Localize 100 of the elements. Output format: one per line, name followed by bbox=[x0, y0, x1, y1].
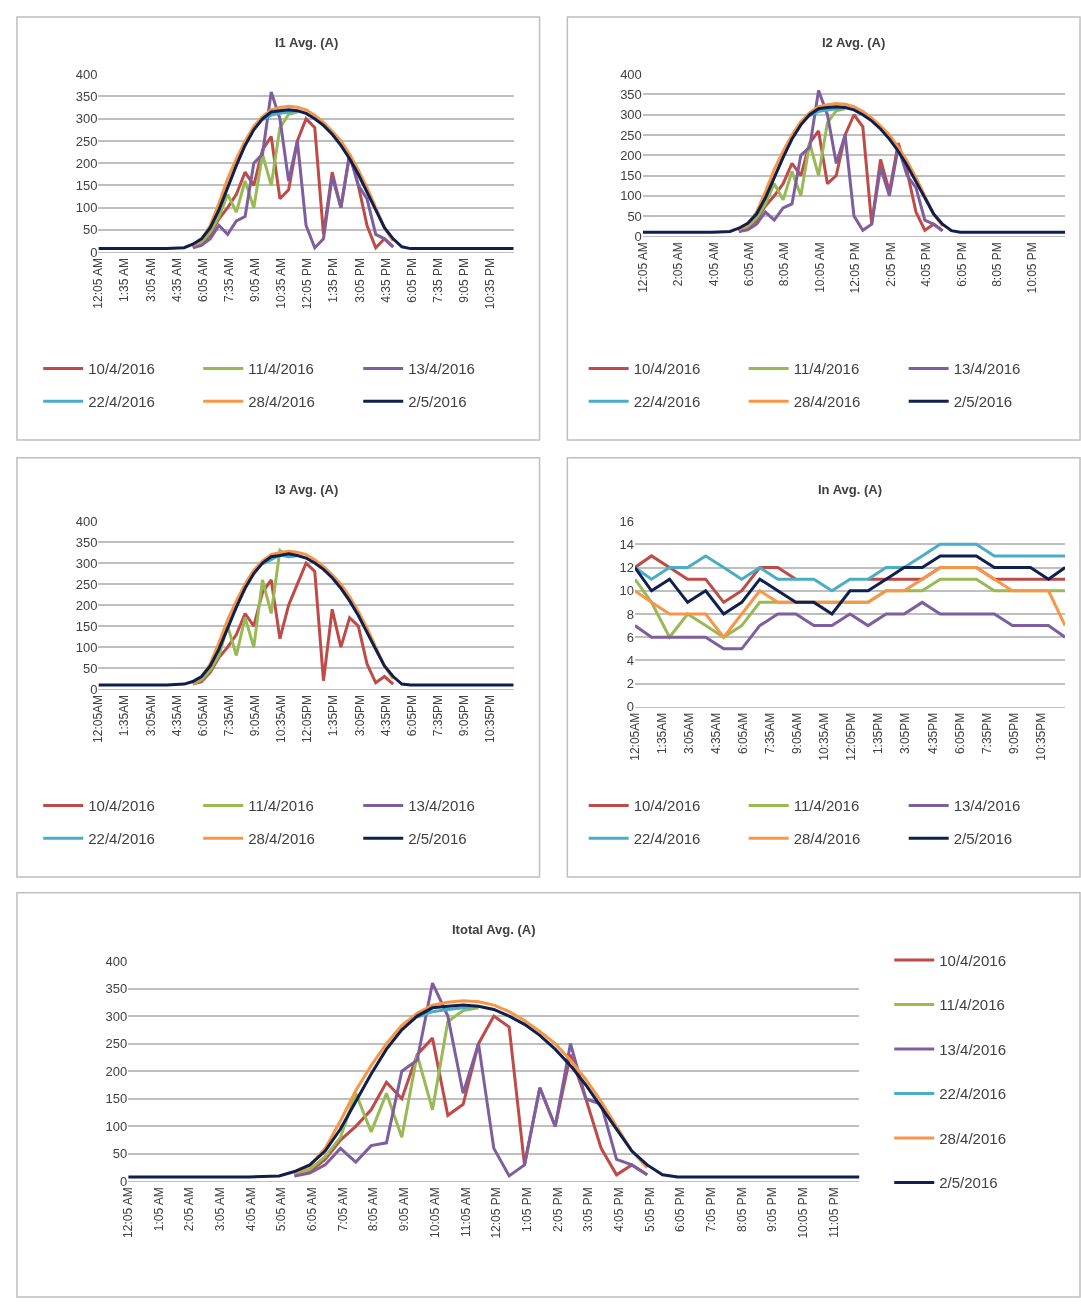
chart-title: Itotal Avg. (A) bbox=[452, 922, 536, 937]
chart-title: I2 Avg. (A) bbox=[822, 35, 886, 50]
y-tick-label: 400 bbox=[75, 513, 98, 529]
x-tick-label: 9:05PM bbox=[1006, 712, 1021, 755]
y-tick-label: 300 bbox=[620, 107, 642, 123]
legend-label: 22/4/2016 bbox=[88, 393, 155, 411]
x-tick-label: 1:35 PM bbox=[326, 257, 341, 303]
x-tick-label: 4:05 AM bbox=[706, 242, 721, 287]
x-tick-label: 9:05AM bbox=[248, 694, 263, 737]
y-tick-label: 250 bbox=[75, 133, 98, 149]
x-tick-label: 1:35 AM bbox=[117, 257, 132, 302]
y-tick-label: 0 bbox=[119, 1173, 128, 1189]
x-tick-label: 10:05 PM bbox=[795, 1187, 810, 1239]
x-tick-label: 9:05 PM bbox=[765, 1187, 780, 1232]
line-series bbox=[634, 542, 1066, 593]
x-tick-label: 7:05 PM bbox=[703, 1187, 718, 1232]
x-tick-label: 9:05AM bbox=[790, 712, 805, 755]
legend-label: 28/4/2016 bbox=[248, 393, 315, 411]
x-tick-label: 4:05 PM bbox=[919, 242, 934, 287]
x-tick-label: 7:35 AM bbox=[221, 257, 236, 302]
chart-title: I1 Avg. (A) bbox=[275, 35, 339, 50]
legend-label: 22/4/2016 bbox=[939, 1085, 1006, 1103]
x-tick-label: 9:05 AM bbox=[248, 257, 263, 302]
y-tick-label: 200 bbox=[75, 597, 98, 613]
legend-label: 28/4/2016 bbox=[248, 829, 315, 847]
x-tick-label: 7:05 AM bbox=[335, 1187, 350, 1232]
x-tick-label: 12:05PM bbox=[300, 694, 315, 743]
legend-label: 13/4/2016 bbox=[939, 1040, 1006, 1058]
legend-label: 13/4/2016 bbox=[953, 797, 1021, 815]
x-tick-label: 7:35AM bbox=[763, 712, 778, 755]
y-tick-label: 4 bbox=[626, 653, 634, 668]
x-tick-label: 10:35PM bbox=[483, 694, 498, 743]
legend-label: 10/4/2016 bbox=[633, 797, 701, 815]
y-tick-label: 150 bbox=[105, 1091, 128, 1107]
x-tick-label: 4:05 PM bbox=[611, 1187, 626, 1232]
x-tick-label: 3:05 PM bbox=[581, 1187, 596, 1232]
legend-label: 2/5/2016 bbox=[953, 829, 1013, 847]
legend-label: 28/4/2016 bbox=[793, 393, 861, 411]
legend-label: 11/4/2016 bbox=[248, 797, 314, 815]
x-tick-label: 6:05AM bbox=[195, 694, 210, 737]
line-series bbox=[634, 554, 1066, 616]
chart-title: I3 Avg. (A) bbox=[275, 482, 339, 497]
y-tick-label: 100 bbox=[105, 1118, 128, 1134]
y-tick-label: 50 bbox=[82, 660, 98, 676]
legend-label: 13/4/2016 bbox=[953, 360, 1021, 378]
y-tick-label: 16 bbox=[619, 513, 634, 529]
x-tick-label: 1:05 AM bbox=[151, 1187, 166, 1232]
y-tick-label: 50 bbox=[82, 222, 98, 238]
y-tick-label: 150 bbox=[75, 618, 98, 634]
x-tick-label: 6:05AM bbox=[736, 712, 751, 755]
x-tick-label: 2:05 AM bbox=[671, 242, 686, 287]
legend-label: 28/4/2016 bbox=[939, 1129, 1006, 1147]
y-tick-label: 350 bbox=[105, 981, 128, 997]
x-tick-label: 1:35PM bbox=[871, 712, 886, 755]
x-tick-label: 4:35AM bbox=[169, 694, 184, 737]
y-tick-label: 300 bbox=[75, 555, 98, 571]
x-tick-label: 6:05PM bbox=[952, 712, 967, 755]
x-tick-label: 10:35PM bbox=[1033, 712, 1048, 761]
line-series bbox=[98, 552, 514, 687]
legend-label: 10/4/2016 bbox=[88, 360, 155, 378]
line-series bbox=[634, 566, 1066, 639]
x-tick-label: 8:05 AM bbox=[777, 242, 792, 287]
x-tick-label: 3:05AM bbox=[143, 694, 158, 737]
x-tick-label: 1:35AM bbox=[117, 694, 132, 737]
x-tick-label: 7:35PM bbox=[979, 712, 994, 755]
y-tick-label: 350 bbox=[620, 87, 642, 103]
x-tick-label: 4:35 PM bbox=[378, 257, 393, 303]
legend-label: 22/4/2016 bbox=[633, 393, 701, 411]
y-tick-label: 250 bbox=[620, 127, 642, 143]
y-tick-label: 250 bbox=[105, 1036, 128, 1052]
y-tick-label: 50 bbox=[112, 1146, 128, 1162]
x-tick-label: 4:35PM bbox=[378, 694, 393, 737]
x-tick-label: 4:05 AM bbox=[243, 1187, 258, 1232]
x-tick-label: 11:05 AM bbox=[458, 1187, 473, 1238]
y-tick-label: 12 bbox=[619, 560, 634, 576]
legend-label: 28/4/2016 bbox=[793, 829, 861, 847]
legend-label: 11/4/2016 bbox=[793, 797, 860, 815]
x-tick-label: 3:05PM bbox=[352, 694, 367, 737]
x-tick-label: 12:05 AM bbox=[635, 242, 650, 293]
x-tick-label: 11:05 PM bbox=[826, 1187, 841, 1238]
x-tick-label: 10:35AM bbox=[274, 694, 289, 743]
x-tick-label: 2:05 AM bbox=[182, 1187, 197, 1232]
y-tick-label: 0 bbox=[90, 244, 98, 260]
y-tick-label: 0 bbox=[634, 228, 642, 244]
x-tick-label: 7:35 PM bbox=[430, 257, 445, 303]
x-tick-label: 12:05PM bbox=[844, 712, 859, 761]
x-tick-label: 5:05 PM bbox=[642, 1187, 657, 1232]
x-tick-label: 12:05AM bbox=[627, 712, 642, 761]
y-tick-label: 14 bbox=[619, 536, 634, 552]
legend-label: 11/4/2016 bbox=[248, 360, 314, 378]
x-tick-label: 3:05PM bbox=[898, 712, 913, 755]
legend-label: 13/4/2016 bbox=[408, 360, 475, 378]
legend-label: 10/4/2016 bbox=[88, 797, 155, 815]
legend-label: 22/4/2016 bbox=[633, 829, 701, 847]
x-tick-label: 10:05 AM bbox=[812, 242, 827, 293]
legend-label: 13/4/2016 bbox=[408, 797, 475, 815]
x-tick-label: 2:05 PM bbox=[550, 1187, 565, 1232]
y-tick-label: 350 bbox=[75, 534, 98, 550]
legend-label: 2/5/2016 bbox=[408, 829, 467, 847]
chart-title: In Avg. (A) bbox=[818, 482, 883, 497]
